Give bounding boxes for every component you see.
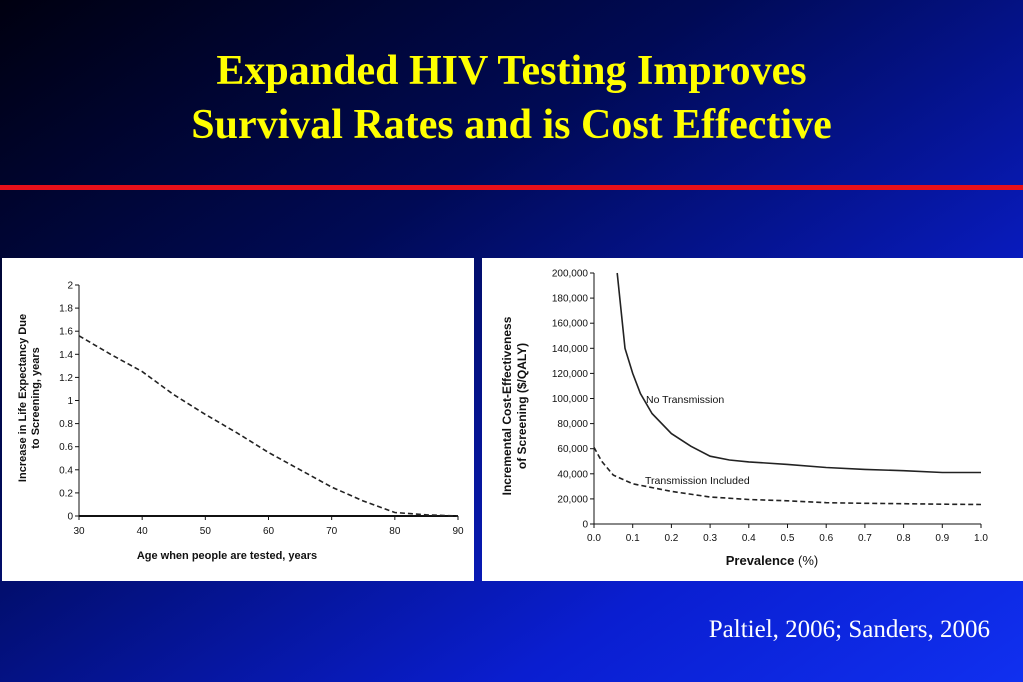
x-axis-label: Age when people are tested, years (137, 550, 317, 562)
y-tick-label: 180,000 (552, 294, 589, 305)
y-tick-label: 1 (67, 396, 73, 407)
x-axis-label: Prevalence (%) (726, 553, 819, 568)
x-tick-label: 0.8 (897, 533, 911, 544)
slide-title-line-2: Survival Rates and is Cost Effective (191, 102, 832, 148)
y-tick-label: 160,000 (552, 319, 589, 330)
y-tick-label: 2 (67, 281, 73, 292)
x-tick-label: 0.5 (781, 533, 795, 544)
x-tick-label: 0.7 (858, 533, 872, 544)
series-line-transmission-included (593, 447, 982, 506)
series-label-no-transmission: No Transmission (646, 394, 724, 406)
y-tick-label: 1.2 (59, 373, 73, 384)
y-tick-label: 100,000 (552, 394, 589, 405)
life-expectancy-chart: 30 40 50 60 70 80 90 0 0.2 0.4 0.6 0.8 1 1.2 1.4 1.6 1.8… (17, 281, 464, 563)
cost-effectiveness-chart-panel: 0.0 0.1 0.2 0.3 0.4 0.5 0.6 0.7 0.8 0.9 1.0 0 20,000… (482, 258, 1023, 581)
x-tick-label: 90 (452, 526, 464, 537)
x-tick-label: 1.0 (974, 533, 988, 544)
y-tick-label: 1.8 (59, 304, 73, 315)
life-expectancy-chart-panel: 30 40 50 60 70 80 90 0 0.2 0.4 0.6 0.8 1 1.2 1.4 1.6 1.8… (2, 258, 474, 581)
y-tick-label: 140,000 (552, 344, 589, 355)
x-axis-label-unit: (%) (798, 553, 818, 568)
x-tick-label: 40 (137, 526, 149, 537)
y-tick-label: 200,000 (552, 269, 589, 280)
y-tick-label: 0.8 (59, 419, 73, 430)
title-divider (0, 185, 1023, 190)
y-tick-label: 0.4 (59, 465, 73, 476)
y-tick-label: 1.6 (59, 327, 73, 338)
x-tick-label: 60 (263, 526, 275, 537)
series-line-no-transmission (616, 272, 981, 474)
y-tick-label: 0 (582, 520, 588, 531)
y-tick-label: 1.4 (59, 350, 73, 361)
citation: Paltiel, 2006; Sanders, 2006 (708, 616, 990, 643)
x-tick-label: 0.3 (703, 533, 717, 544)
slide-title: Expanded HIV Testing Improves Survival R… (0, 44, 1023, 152)
y-tick-label: 120,000 (552, 369, 589, 380)
slide-title-line-1: Expanded HIV Testing Improves (216, 48, 807, 94)
y-axis-label-line-2: to Screening, years (30, 347, 42, 449)
y-tick-label: 40,000 (557, 469, 588, 480)
y-tick-label: 60,000 (557, 444, 588, 455)
series-line-1 (78, 335, 459, 517)
x-tick-label: 0.0 (587, 533, 601, 544)
x-tick-label: 0.4 (742, 533, 756, 544)
cost-effectiveness-chart: 0.0 0.1 0.2 0.3 0.4 0.5 0.6 0.7 0.8 0.9 1.0 0 20,000… (500, 269, 988, 569)
x-axis-label-main: Prevalence (726, 553, 795, 568)
y-axis-label-line-2: of Screening ($/QALY) (515, 343, 529, 469)
y-axis-label-line-1: Increase in Life Expectancy Due (17, 314, 29, 482)
x-tick-label: 0.9 (935, 533, 949, 544)
x-tick-label: 70 (326, 526, 338, 537)
x-tick-label: 80 (389, 526, 401, 537)
x-tick-label: 0.2 (664, 533, 678, 544)
x-tick-label: 30 (73, 526, 85, 537)
series-label-transmission-included: Transmission Included (645, 475, 750, 487)
y-tick-label: 0 (67, 512, 73, 523)
x-tick-label: 0.1 (626, 533, 640, 544)
x-tick-label: 50 (200, 526, 212, 537)
y-tick-label: 0.2 (59, 488, 73, 499)
y-axis-label-line-1: Incremental Cost-Effectiveness (500, 316, 514, 495)
x-tick-label: 0.6 (819, 533, 833, 544)
y-tick-label: 0.6 (59, 442, 73, 453)
y-tick-label: 80,000 (557, 419, 588, 430)
y-tick-label: 20,000 (557, 494, 588, 505)
